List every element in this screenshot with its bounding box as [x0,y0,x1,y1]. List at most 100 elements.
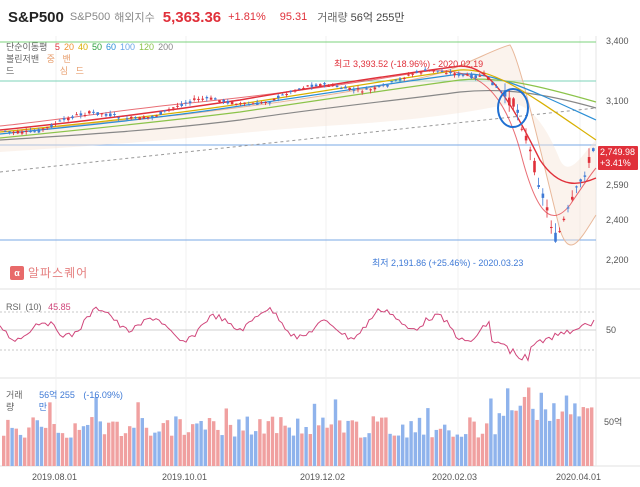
candle-body [184,102,188,104]
candle-body [121,115,125,117]
volume-bar [14,428,18,466]
candle-body [386,84,389,87]
volume-bar [325,427,329,466]
bb-legend-band-2: 드 [75,66,84,76]
volume-bar [241,430,245,466]
alphasquare-logo-icon: α [10,265,24,280]
current-price-tag: 2,749.98 +3.41% [598,146,638,170]
candle-body [466,74,469,76]
volume-bar [165,420,170,466]
volume-panel-change: (-16.09%) [83,390,123,400]
volume-bar [510,410,514,466]
volume-bar [237,419,241,466]
candle-body [390,81,393,83]
candle-body [151,116,154,118]
volume-bar [447,430,451,466]
volume-bar [363,437,367,466]
candle-body [495,86,498,88]
volume-bar [321,417,325,466]
volume-bar [258,419,262,466]
candle-body [104,114,108,116]
candle-body [46,126,49,128]
volume-bar [6,419,10,466]
candle-body [193,98,196,100]
candle-body [130,116,133,119]
candle-body [382,84,385,86]
volume-bar [77,429,81,466]
candle-body [167,109,171,111]
candle-body [222,99,225,102]
candle-body [4,130,7,132]
candle-body [264,102,267,104]
candle-body [8,131,11,133]
candle-body [415,71,419,73]
volume-bar [119,435,123,466]
volume-bar [434,429,438,466]
volume-bar [497,413,501,466]
candle-body [403,77,406,79]
x-tick: 2020.02.03 [432,472,478,482]
candle-body [348,87,351,90]
volume-bar [396,435,401,466]
bb-legend-label-1: 볼린저밴 [6,54,40,64]
volume-bar [380,417,384,466]
candle-body [562,218,566,221]
candle-body [146,117,150,119]
volume-bar [44,427,48,466]
volume-title: 거래 56억 255 (-16.09%) [6,388,123,401]
price-tick: 2,590 [606,180,629,190]
candle-body [33,131,36,133]
volume-bar [585,408,590,466]
volume-bar [409,421,413,466]
volume-bar [493,434,497,466]
candle-body [75,114,78,116]
volume-bar [312,403,317,466]
candle-body [251,103,255,105]
volume-bar [577,416,581,466]
candle-body [587,157,591,163]
vertical-gridlines [55,36,581,466]
volume-bar [384,417,388,466]
candle-body [470,74,473,79]
bb-legend-label-2: 드 [6,66,15,76]
candle-body [29,130,32,133]
candle-body [487,77,490,80]
candle-body [503,90,507,97]
volume-bar [123,433,128,466]
volume-bar [329,424,333,466]
candle-body [436,70,440,72]
candle-body [209,97,213,100]
candle-body [331,84,335,86]
candle-body [419,72,423,74]
volume-bar [472,421,476,466]
volume-bar [275,433,279,466]
candle-body [592,148,595,151]
candle-body [356,88,360,90]
bb-legend: 볼린저밴 중 밴 [6,54,76,65]
volume-bar [191,424,195,466]
trend-line [0,107,597,173]
candle-body [12,131,15,133]
volume-bar [438,428,443,466]
ma-40-line [0,69,597,141]
candle-body [247,104,251,106]
volume-bar [170,435,174,466]
volume-bar [140,418,144,466]
volume-bar [10,427,14,466]
volume-bar [283,425,287,466]
symbol-type: 해외지수 [114,12,155,24]
volume-bar [451,436,455,466]
volume-bar [417,417,422,466]
volume-bar [342,432,346,466]
volume-bar [317,425,321,466]
candle-body [537,185,540,187]
x-tick: 2019.12.02 [300,472,346,482]
candle-body [159,111,162,115]
volume-bar [359,437,363,466]
volume-bar [199,420,203,466]
candle-body [109,113,112,117]
volume-bar [560,411,564,466]
candle-body [508,97,511,106]
highlight-circle [497,88,529,128]
